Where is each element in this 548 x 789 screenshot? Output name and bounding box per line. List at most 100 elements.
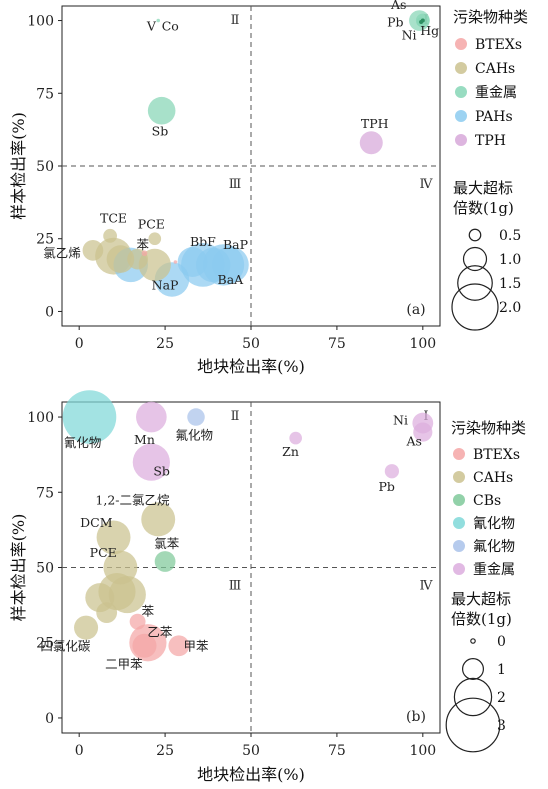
point-label: As bbox=[390, 0, 406, 12]
x-tick-label: 75 bbox=[328, 336, 346, 352]
legend-swatch bbox=[455, 134, 467, 146]
size-legend-label: 2.0 bbox=[499, 300, 521, 316]
size-legend-label: 0.5 bbox=[499, 228, 521, 244]
y-tick-label: 0 bbox=[45, 711, 54, 727]
point-label: DCM bbox=[80, 515, 113, 530]
x-tick-label: 25 bbox=[156, 743, 174, 759]
point-label: BbF bbox=[190, 234, 216, 249]
point-label: BaA bbox=[218, 272, 245, 287]
panel-tag: (a) bbox=[406, 302, 425, 318]
legend-swatch bbox=[453, 448, 465, 460]
bubble-point bbox=[129, 613, 146, 630]
point-label: TPH bbox=[361, 116, 389, 131]
size-legend-circle bbox=[470, 638, 476, 644]
point-label: PCE bbox=[138, 217, 165, 232]
bubble-point bbox=[103, 228, 118, 243]
point-label: PCE bbox=[90, 545, 117, 560]
point-label: 二甲苯 bbox=[105, 656, 143, 671]
legend-entry: CBs bbox=[473, 493, 501, 509]
legend-swatch bbox=[455, 86, 467, 98]
point-label: 乙苯 bbox=[147, 625, 173, 640]
bubble-center-dot bbox=[419, 20, 424, 24]
bubble-point bbox=[173, 260, 178, 264]
x-tick-label: 50 bbox=[242, 336, 260, 352]
point-label: Zn bbox=[282, 444, 299, 459]
quadrant-label-ii: Ⅱ bbox=[231, 409, 240, 424]
point-label: As bbox=[406, 434, 422, 449]
bubble-point bbox=[141, 502, 176, 537]
legend-swatch bbox=[455, 110, 467, 122]
bubble-point bbox=[154, 551, 176, 572]
size-legend-label: 2 bbox=[497, 690, 506, 706]
size-legend-circle bbox=[457, 265, 493, 301]
quadrant-label-iv: Ⅳ bbox=[420, 177, 434, 192]
bubble-point bbox=[136, 401, 167, 433]
point-label: Ni bbox=[402, 27, 417, 42]
point-label: BaP bbox=[223, 237, 248, 252]
bubble-point bbox=[132, 443, 170, 481]
x-tick-label: 25 bbox=[156, 336, 174, 352]
x-tick-label: 0 bbox=[75, 336, 84, 352]
legend-entry: 重金属 bbox=[475, 85, 517, 101]
bubble-point bbox=[177, 247, 208, 277]
panel-a: 02550751000255075100地块检出率(%)样本检出率(%)ⅠⅡⅢⅣ… bbox=[9, 0, 528, 376]
size-legend-circle bbox=[445, 697, 501, 753]
size-legend-label: 1.5 bbox=[499, 276, 521, 292]
bubble-point bbox=[148, 232, 162, 246]
point-label: 氯乙烯 bbox=[43, 246, 81, 261]
quadrant-label-iii: Ⅲ bbox=[229, 579, 242, 594]
y-axis-label: 样本检出率(%) bbox=[9, 112, 28, 220]
legend-entry: BTEXs bbox=[473, 447, 520, 463]
bubble-point bbox=[168, 635, 190, 657]
bubble-point bbox=[62, 390, 117, 444]
point-label: Hg bbox=[420, 23, 439, 38]
point-label: 甲苯 bbox=[184, 638, 210, 653]
bubble-point bbox=[96, 602, 118, 624]
size-legend-label: 1 bbox=[497, 662, 506, 678]
bubble-point bbox=[147, 96, 176, 125]
panel-b: 02550751000255075100地块检出率(%)样本检出率(%)ⅠⅡⅢⅣ… bbox=[9, 390, 526, 784]
y-tick-label: 0 bbox=[45, 304, 54, 320]
size-legend-circle bbox=[453, 677, 493, 717]
legend-swatch bbox=[453, 563, 465, 575]
y-tick-label: 75 bbox=[36, 86, 54, 102]
point-label: 苯 bbox=[142, 604, 155, 619]
legend-swatch bbox=[453, 540, 465, 552]
point-label: NaP bbox=[152, 278, 179, 293]
legend-title: 污染物种类 bbox=[453, 8, 528, 26]
legend-title: 污染物种类 bbox=[451, 419, 526, 437]
point-label: 氯苯 bbox=[154, 536, 180, 551]
point-label: 氟化物 bbox=[176, 428, 214, 443]
y-tick-label: 75 bbox=[36, 485, 54, 501]
point-label: 苯 bbox=[136, 237, 149, 252]
bubble-point bbox=[74, 615, 99, 640]
size-legend-label: 3 bbox=[497, 718, 506, 734]
size-legend-title: 倍数(1g) bbox=[453, 199, 514, 217]
legend-entry: TPH bbox=[475, 133, 506, 149]
quadrant-label-iii: Ⅲ bbox=[229, 177, 242, 192]
x-tick-label: 75 bbox=[328, 743, 346, 759]
y-axis-label: 样本检出率(%) bbox=[9, 514, 28, 622]
legend-entry: CAHs bbox=[473, 470, 513, 486]
y-tick-label: 25 bbox=[36, 232, 54, 248]
legend-entry: BTEXs bbox=[475, 37, 522, 53]
legend-entry: PAHs bbox=[475, 109, 513, 125]
y-tick-label: 100 bbox=[27, 410, 54, 426]
x-axis-label: 地块检出率(%) bbox=[197, 357, 305, 376]
bubble-point bbox=[413, 422, 433, 442]
y-tick-label: 100 bbox=[27, 14, 54, 30]
size-legend-title: 倍数(1g) bbox=[451, 610, 512, 628]
point-label: Sb bbox=[153, 464, 170, 479]
x-axis-label: 地块检出率(%) bbox=[197, 765, 305, 784]
quadrant-label-iv: Ⅳ bbox=[420, 579, 434, 594]
x-tick-label: 50 bbox=[242, 743, 260, 759]
point-label: Ni bbox=[393, 413, 408, 428]
legend-swatch bbox=[453, 471, 465, 483]
size-legend-circle bbox=[462, 657, 485, 680]
point-label: Co bbox=[162, 19, 179, 34]
size-legend-circle bbox=[462, 246, 488, 272]
bubble-point bbox=[106, 245, 135, 273]
size-legend-label: 0 bbox=[497, 634, 506, 650]
bubble-point bbox=[141, 250, 148, 257]
